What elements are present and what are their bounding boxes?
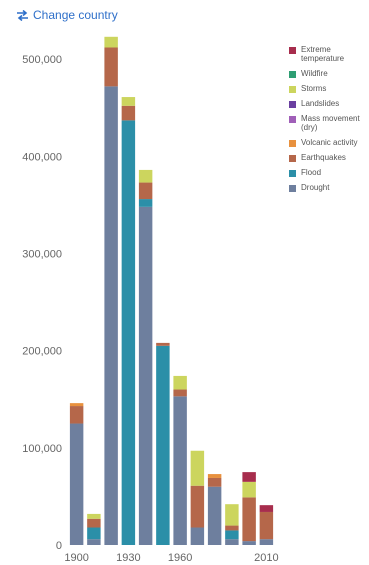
legend-item[interactable]: Extreme temperature: [289, 45, 365, 63]
y-tick-label: 0: [56, 540, 62, 552]
bar-segment-earthquakes-2000[interactable]: [242, 497, 256, 542]
bar-segment-earthquakes-1970[interactable]: [190, 485, 205, 528]
legend-swatch: [289, 86, 296, 93]
bar-segment-flood-1950[interactable]: [156, 345, 170, 545]
bar-segment-flood-1940[interactable]: [138, 199, 153, 207]
x-tick-label: 1960: [168, 552, 192, 564]
bar-segment-extreme-temperature-2000[interactable]: [242, 472, 256, 482]
swap-arrows-icon: [17, 9, 28, 21]
legend-label: Volcanic activity: [301, 138, 358, 147]
legend-item[interactable]: Landslides: [289, 99, 365, 108]
bar-segment-drought-1990[interactable]: [225, 539, 239, 545]
legend-label: Wildfire: [301, 69, 328, 78]
bar-segment-drought-1970[interactable]: [190, 527, 205, 545]
bar-segment-flood-1990[interactable]: [225, 530, 239, 540]
bar-segment-flood-1910[interactable]: [87, 527, 101, 540]
bar-segment-storms-1940[interactable]: [138, 169, 153, 183]
legend-swatch: [289, 71, 296, 78]
bar-segment-storms-1960[interactable]: [173, 375, 187, 390]
x-tick-label: 1930: [116, 552, 140, 564]
legend-item[interactable]: Mass movement (dry): [289, 114, 365, 132]
bar-segment-storms-1990[interactable]: [225, 504, 239, 526]
bar-segment-drought-1920[interactable]: [104, 86, 118, 546]
bar-segment-storms-2000[interactable]: [242, 481, 256, 498]
bar-segment-earthquakes-1960[interactable]: [173, 389, 187, 397]
bar-segment-flood-1930[interactable]: [121, 120, 136, 546]
y-tick-label: 300,000: [22, 248, 62, 260]
change-country-label: Change country: [33, 8, 118, 22]
bar-segment-storms-1920[interactable]: [104, 36, 118, 48]
bar-segment-earthquakes-1980[interactable]: [207, 477, 222, 487]
bar-segment-drought-1980[interactable]: [207, 486, 222, 545]
bar-segment-earthquakes-2010[interactable]: [259, 511, 274, 540]
legend-label: Earthquakes: [301, 153, 346, 162]
bar-segment-earthquakes-1950[interactable]: [156, 342, 170, 346]
legend-swatch: [289, 101, 296, 108]
bar-segment-volcanic-activity-1980[interactable]: [207, 474, 222, 478]
x-tick-label: 1900: [64, 552, 88, 564]
bar-segment-storms-1930[interactable]: [121, 97, 136, 106]
y-tick-label: 100,000: [22, 443, 62, 455]
legend-label: Drought: [301, 183, 330, 192]
bar-segment-drought-1910[interactable]: [87, 539, 101, 545]
legend-label: Mass movement (dry): [301, 114, 360, 132]
legend-label: Flood: [301, 168, 322, 177]
bar-segment-extreme-temperature-2010[interactable]: [259, 505, 274, 512]
bar-segment-earthquakes-1900[interactable]: [69, 406, 84, 424]
legend-item[interactable]: Volcanic activity: [289, 138, 365, 147]
legend-swatch: [289, 140, 296, 147]
legend-swatch: [289, 185, 296, 192]
legend-item[interactable]: Drought: [289, 183, 365, 192]
bar-segment-drought-2000[interactable]: [242, 541, 256, 545]
bar-segment-drought-1940[interactable]: [138, 206, 153, 545]
legend-label: Landslides: [301, 99, 340, 108]
bar-segment-storms-1970[interactable]: [190, 450, 205, 486]
bar-segment-storms-1910[interactable]: [87, 513, 101, 519]
legend-item[interactable]: Flood: [289, 168, 365, 177]
y-tick-label: 200,000: [22, 346, 62, 358]
bar-segment-earthquakes-1990[interactable]: [225, 525, 239, 531]
bar-segment-earthquakes-1910[interactable]: [87, 518, 101, 528]
change-country-button[interactable]: Change country: [16, 7, 118, 23]
bar-segment-drought-2010[interactable]: [259, 539, 274, 545]
bar-segment-drought-1960[interactable]: [173, 396, 187, 545]
legend-swatch: [289, 170, 296, 177]
legend-item[interactable]: Storms: [289, 84, 365, 93]
legend-label: Extreme temperature: [301, 45, 345, 63]
bar-segment-earthquakes-1940[interactable]: [138, 182, 153, 200]
bar-segment-earthquakes-1920[interactable]: [104, 47, 118, 87]
legend-swatch: [289, 116, 296, 123]
legend-swatch: [289, 155, 296, 162]
y-tick-label: 500,000: [22, 54, 62, 66]
chart-legend: Extreme temperature Wildfire Storms Landsli…: [289, 45, 365, 198]
y-tick-label: 400,000: [22, 151, 62, 163]
legend-item[interactable]: Wildfire: [289, 69, 365, 78]
legend-swatch: [289, 47, 296, 54]
legend-item[interactable]: Earthquakes: [289, 153, 365, 162]
x-tick-label: 2010: [254, 552, 278, 564]
bar-segment-volcanic-activity-1900[interactable]: [69, 403, 84, 407]
legend-label: Storms: [301, 84, 327, 93]
bar-segment-drought-1900[interactable]: [69, 423, 84, 545]
bar-segment-earthquakes-1930[interactable]: [121, 105, 136, 121]
